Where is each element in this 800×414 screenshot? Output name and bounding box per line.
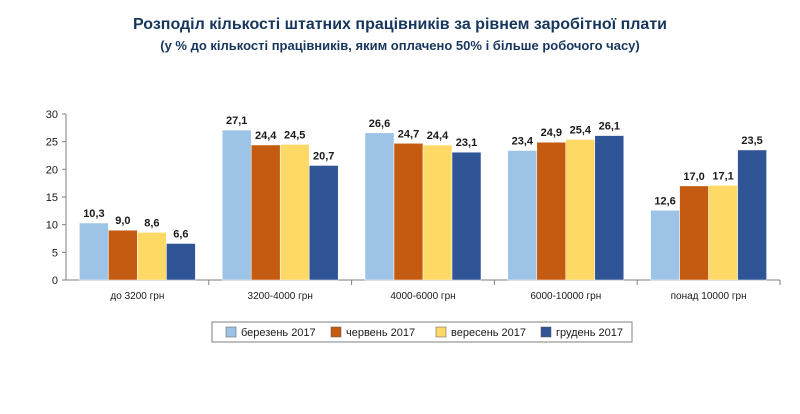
data-label: 26,1 (599, 121, 620, 133)
y-tick-label: 20 (46, 164, 58, 176)
y-tick-label: 10 (46, 220, 58, 232)
legend-swatch (225, 326, 237, 338)
legend-box (211, 321, 633, 343)
bar (422, 144, 453, 281)
y-tick-label: 30 (46, 109, 58, 121)
legend-label: червень 2017 (346, 327, 415, 339)
category-label: понад 10000 грн (671, 291, 747, 302)
data-label: 20,7 (313, 150, 334, 162)
bar (279, 144, 310, 281)
bar (737, 149, 767, 281)
data-label: 12,6 (654, 195, 675, 207)
bar (708, 185, 738, 281)
legend-label: березень 2017 (241, 327, 316, 339)
bar (166, 243, 196, 281)
legend-swatch (330, 326, 342, 338)
data-label: 17,0 (683, 171, 704, 183)
bar (137, 232, 167, 281)
y-tick-label: 5 (52, 247, 58, 259)
data-label: 23,1 (456, 137, 477, 149)
bar (250, 144, 281, 281)
chart-subtitle: (у % до кількості працівників, яким опла… (160, 38, 640, 53)
y-tick-label: 15 (46, 192, 58, 204)
bar (679, 185, 709, 281)
legend-label: вересень 2017 (451, 327, 526, 339)
bar (536, 141, 567, 281)
y-tick-label: 0 (52, 275, 58, 287)
data-label: 24,4 (427, 130, 449, 142)
bar (221, 129, 252, 281)
data-label: 8,6 (144, 217, 159, 229)
category-label: до 3200 грн (110, 291, 164, 302)
category-label: 4000-6000 грн (390, 291, 455, 302)
bar (364, 132, 395, 281)
data-label: 24,5 (284, 129, 305, 141)
data-label: 23,5 (741, 135, 762, 147)
legend-label: грудень 2017 (556, 327, 623, 339)
data-label: 27,1 (226, 115, 247, 127)
data-label: 9,0 (115, 215, 130, 227)
data-label: 23,4 (512, 136, 534, 148)
data-label: 17,1 (712, 170, 733, 182)
data-label: 26,6 (369, 118, 390, 130)
category-label: 6000-10000 грн (530, 291, 601, 302)
legend-swatch (540, 326, 552, 338)
data-label: 24,9 (541, 127, 562, 139)
bar (108, 229, 138, 281)
category-label: 3200-4000 грн (248, 291, 313, 302)
data-label: 6,6 (173, 228, 188, 240)
data-label: 24,7 (398, 128, 419, 140)
bar (565, 139, 596, 281)
data-label: 24,4 (255, 130, 277, 142)
y-tick-label: 25 (46, 137, 58, 149)
bar (594, 135, 625, 281)
bar (308, 165, 339, 281)
chart-title: Розподіл кількості штатних працівників з… (132, 16, 667, 33)
data-label: 10,3 (83, 208, 104, 220)
bar (393, 143, 424, 281)
bar (79, 222, 109, 281)
bar (451, 151, 482, 281)
bar (650, 210, 680, 281)
data-label: 25,4 (570, 124, 592, 136)
bar (507, 150, 538, 281)
legend-swatch (435, 326, 447, 338)
